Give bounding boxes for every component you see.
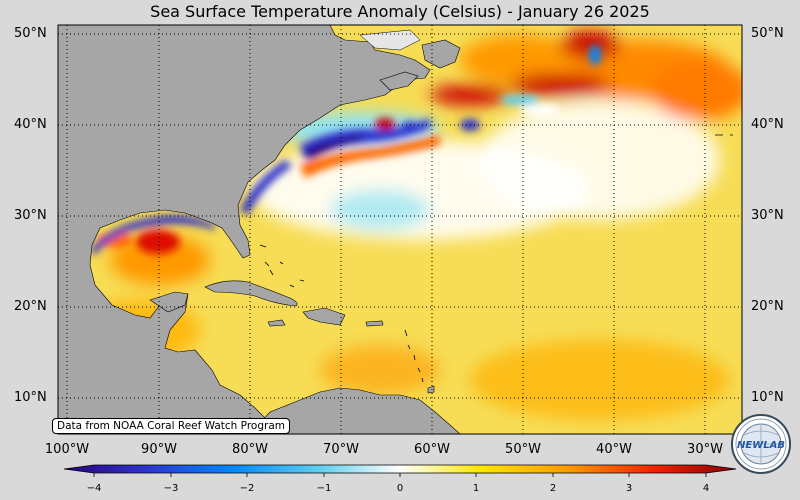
newlab-logo-icon: NEWLAB (731, 414, 791, 474)
ice-area (359, 29, 421, 51)
lon-label-50w: 50°W (505, 442, 541, 457)
colorbar-tick-label: 1 (472, 483, 480, 494)
lon-label-70w: 70°W (323, 442, 359, 457)
colorbar (63, 464, 737, 477)
lat-label-right-20: 20°N (751, 299, 784, 314)
lat-label-left-10: 10°N (14, 390, 47, 405)
colorbar-tick-label: 0 (396, 483, 404, 494)
lat-label-right-40: 40°N (751, 117, 784, 132)
colorbar-tick-label: 2 (549, 483, 557, 494)
colorbar-tick-label: 4 (702, 483, 710, 494)
lon-label-60w: 60°W (414, 442, 450, 457)
lat-label-right-50: 50°N (751, 26, 784, 41)
colorbar-ramp (63, 464, 737, 474)
lat-label-left-30: 30°N (14, 208, 47, 223)
small-islands (259, 134, 733, 383)
north-america-land (58, 25, 431, 434)
lat-label-left-50: 50°N (14, 26, 47, 41)
land-masses (58, 25, 461, 434)
data-credit-label: Data from NOAA Coral Reef Watch Program (52, 418, 290, 434)
graticule (58, 25, 742, 434)
lat-label-right-10: 10°N (751, 390, 784, 405)
colorbar-tick-label: 3 (625, 483, 633, 494)
logo-text: NEWLAB (737, 440, 785, 451)
lat-label-left-20: 20°N (14, 299, 47, 314)
lon-label-30w: 30°W (687, 442, 723, 457)
map-frame (57, 24, 743, 435)
map-title: Sea Surface Temperature Anomaly (Celsius… (150, 2, 650, 21)
puerto-rico-land (365, 320, 384, 327)
nova-scotia-land (379, 71, 419, 91)
lat-label-right-30: 30°N (751, 208, 784, 223)
lat-label-left-40: 40°N (14, 117, 47, 132)
cuba-land (204, 280, 298, 307)
lon-label-40w: 40°W (596, 442, 632, 457)
lon-label-100w: 100°W (44, 442, 90, 457)
colorbar-tick-label: −3 (163, 483, 179, 494)
lon-label-90w: 90°W (141, 442, 177, 457)
jamaica-land (267, 319, 286, 327)
trinidad-land (427, 385, 435, 394)
lon-label-80w: 80°W (232, 442, 268, 457)
colorbar-tick-label: −2 (239, 483, 255, 494)
south-america-land (249, 387, 461, 434)
hispaniola-land (302, 307, 346, 326)
colorbar-tick-label: −1 (316, 483, 332, 494)
colorbar-tick-label: −4 (86, 483, 102, 494)
